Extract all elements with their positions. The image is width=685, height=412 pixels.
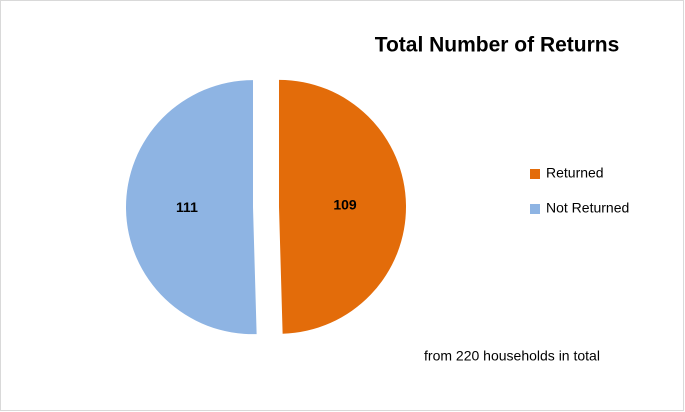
legend-label: Returned xyxy=(546,165,604,181)
pie-slice xyxy=(278,79,406,334)
chart-title: Total Number of Returns xyxy=(375,34,620,57)
legend-swatch xyxy=(530,204,540,214)
annotation: from 220 households in total xyxy=(424,348,600,364)
pie-slice xyxy=(126,80,257,335)
data-label: 109 xyxy=(333,197,357,213)
data-label: 111 xyxy=(176,199,198,215)
legend-swatch xyxy=(530,169,540,179)
legend-label: Not Returned xyxy=(546,200,629,216)
